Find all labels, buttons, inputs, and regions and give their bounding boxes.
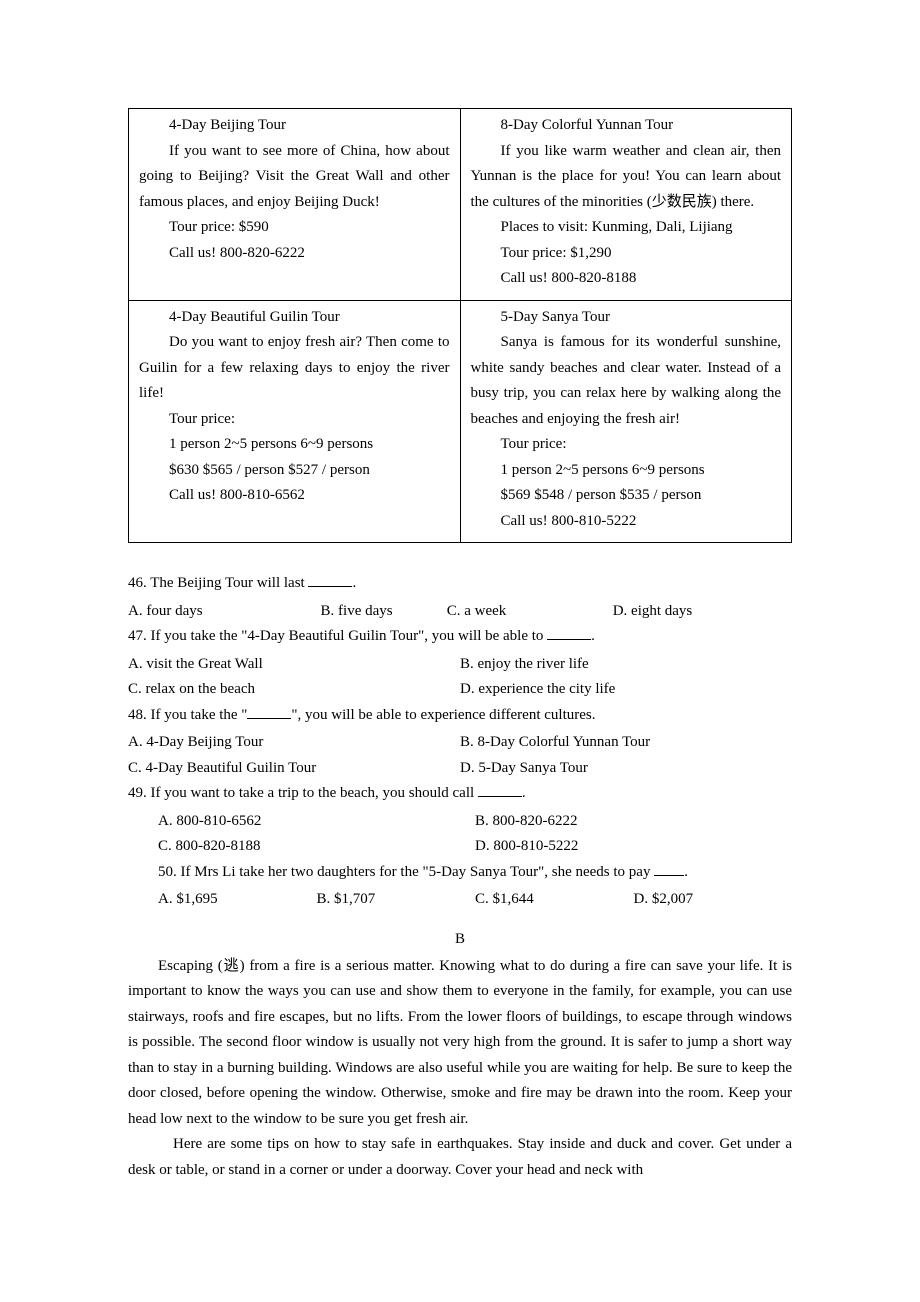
cell-line: Places to visit: Kunming, Dali, Lijiang (471, 215, 782, 241)
blank (308, 572, 352, 587)
table-cell-yunnan: 8-Day Colorful Yunnan TourIf you like wa… (460, 109, 792, 301)
table-row: 4-Day Beautiful Guilin TourDo you want t… (129, 300, 792, 543)
q48-c: C. 4-Day Beautiful Guilin Tour (128, 756, 460, 782)
cell-line: 8-Day Colorful Yunnan Tour (471, 113, 782, 139)
table-cell-beijing: 4-Day Beijing TourIf you want to see mor… (129, 109, 461, 301)
cell-line: Do you want to enjoy fresh air? Then com… (139, 330, 450, 407)
q49-b: B. 800-820-6222 (475, 809, 792, 835)
blank (654, 860, 684, 875)
cell-line: Call us! 800-810-5222 (471, 509, 782, 535)
q47-stem-pre: 47. If you take the "4-Day Beautiful Gui… (128, 628, 547, 644)
q49-a: A. 800-810-6562 (158, 809, 475, 835)
q48-stem-pre: 48. If you take the " (128, 707, 247, 723)
q50-stem-pre: 50. If Mrs Li take her two daughters for… (158, 864, 654, 880)
q48-stem-post: ", you will be able to experience differ… (291, 707, 595, 723)
cell-line: Tour price: (471, 432, 782, 458)
table-row: 4-Day Beijing TourIf you want to see mor… (129, 109, 792, 301)
cell-line: 1 person 2~5 persons 6~9 persons (471, 458, 782, 484)
q50-d: D. $2,007 (634, 887, 793, 913)
question-47: 47. If you take the "4-Day Beautiful Gui… (128, 624, 792, 650)
q48-a: A. 4-Day Beijing Tour (128, 730, 460, 756)
q46-stem-pre: 46. The Beijing Tour will last (128, 575, 308, 591)
q50-c: C. $1,644 (475, 887, 634, 913)
cell-line: Tour price: $590 (139, 215, 450, 241)
q50-options: A. $1,695 B. $1,707 C. $1,644 D. $2,007 (158, 887, 792, 913)
page: 4-Day Beijing TourIf you want to see mor… (0, 0, 920, 1243)
q46-d: D. eight days (613, 599, 792, 625)
table-cell-guilin: 4-Day Beautiful Guilin TourDo you want t… (129, 300, 461, 543)
question-48: 48. If you take the " ", you will be able… (128, 703, 792, 729)
q49-d: D. 800-810-5222 (475, 834, 792, 860)
question-50: 50. If Mrs Li take her two daughters for… (158, 860, 792, 886)
question-49: 49. If you want to take a trip to the be… (128, 781, 792, 807)
q49-stem-post: . (522, 785, 526, 801)
q48-b: B. 8-Day Colorful Yunnan Tour (460, 730, 792, 756)
blank (478, 782, 522, 797)
blank (247, 703, 291, 718)
q48-d: D. 5-Day Sanya Tour (460, 756, 792, 782)
q49-stem-pre: 49. If you want to take a trip to the be… (128, 785, 478, 801)
q49-options-r2: C. 800-820-8188 D. 800-810-5222 (158, 834, 792, 860)
q46-stem-post: . (352, 575, 356, 591)
cell-line: If you like warm weather and clean air, … (471, 139, 782, 216)
tour-table: 4-Day Beijing TourIf you want to see mor… (128, 108, 792, 543)
cell-line: Call us! 800-810-6562 (139, 483, 450, 509)
table-cell-sanya: 5-Day Sanya TourSanya is famous for its … (460, 300, 792, 543)
cell-line: 1 person 2~5 persons 6~9 persons (139, 432, 450, 458)
q46-a: A. four days (128, 599, 321, 625)
q47-options-r2: C. relax on the beach D. experience the … (128, 677, 792, 703)
cell-line: $569 $548 / person $535 / person (471, 483, 782, 509)
cell-line: Call us! 800-820-6222 (139, 241, 450, 267)
cell-line: Sanya is famous for its wonderful sunshi… (471, 330, 782, 432)
q48-options-r2: C. 4-Day Beautiful Guilin Tour D. 5-Day … (128, 756, 792, 782)
question-46: 46. The Beijing Tour will last . (128, 571, 792, 597)
cell-line: Call us! 800-820-8188 (471, 266, 782, 292)
q46-options: A. four days B. five days C. a week D. e… (128, 599, 792, 625)
cell-line: 5-Day Sanya Tour (471, 305, 782, 331)
cell-line: $630 $565 / person $527 / person (139, 458, 450, 484)
q50-b: B. $1,707 (317, 887, 476, 913)
q47-stem-post: . (591, 628, 595, 644)
cell-line: 4-Day Beautiful Guilin Tour (139, 305, 450, 331)
cell-line: Tour price: $1,290 (471, 241, 782, 267)
q46-c: C. a week (447, 599, 613, 625)
q47-a: A. visit the Great Wall (128, 652, 460, 678)
section-b-label: B (128, 931, 792, 948)
blank (547, 625, 591, 640)
q50-stem-post: . (684, 864, 688, 880)
q47-c: C. relax on the beach (128, 677, 460, 703)
q50-a: A. $1,695 (158, 887, 317, 913)
passage-b-para2: Here are some tips on how to stay safe i… (128, 1132, 792, 1183)
q48-options-r1: A. 4-Day Beijing Tour B. 8-Day Colorful … (128, 730, 792, 756)
q47-options-r1: A. visit the Great Wall B. enjoy the riv… (128, 652, 792, 678)
cell-line: 4-Day Beijing Tour (139, 113, 450, 139)
q47-b: B. enjoy the river life (460, 652, 792, 678)
cell-line: Tour price: (139, 407, 450, 433)
q47-d: D. experience the city life (460, 677, 792, 703)
q49-options-r1: A. 800-810-6562 B. 800-820-6222 (158, 809, 792, 835)
q46-b: B. five days (321, 599, 447, 625)
passage-b-para1: Escaping (逃) from a fire is a serious ma… (128, 954, 792, 1133)
q49-c: C. 800-820-8188 (158, 834, 475, 860)
cell-line: If you want to see more of China, how ab… (139, 139, 450, 216)
